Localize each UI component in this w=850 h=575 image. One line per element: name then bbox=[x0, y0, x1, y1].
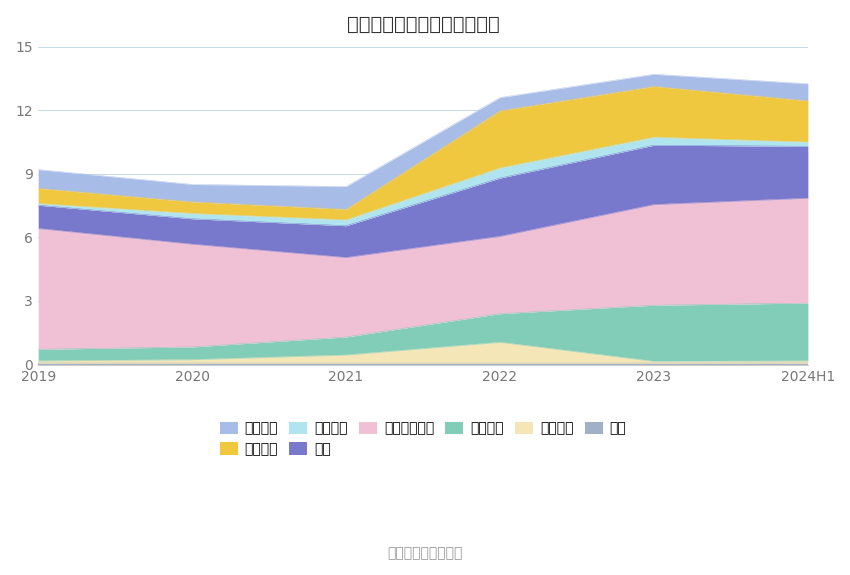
Text: 数据来源：恒生聚源: 数据来源：恒生聚源 bbox=[388, 547, 462, 561]
Legend: 货币资金, 应收账款, 预付款项, 存货, 其他流动资产, 固定资产, 在建工程, 其它: 货币资金, 应收账款, 预付款项, 存货, 其他流动资产, 固定资产, 在建工程… bbox=[214, 416, 632, 462]
Title: 历年主要资产堆积图（亿元）: 历年主要资产堆积图（亿元） bbox=[347, 15, 500, 34]
